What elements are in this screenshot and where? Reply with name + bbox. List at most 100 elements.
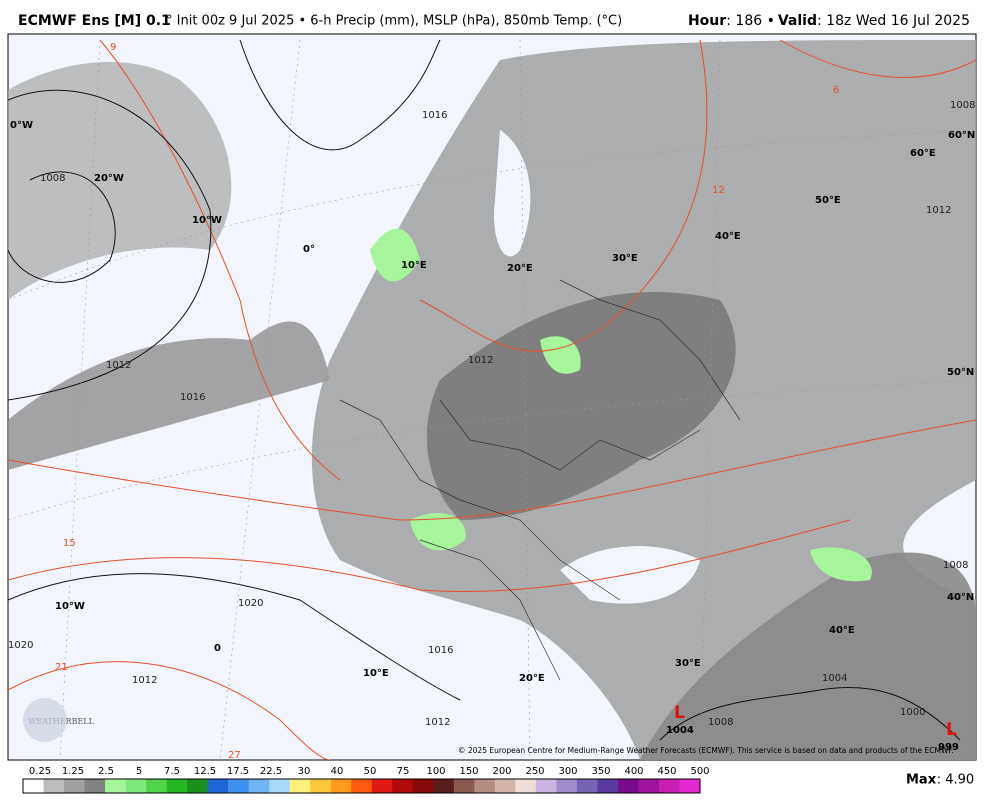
grid-label: 30°E — [675, 658, 701, 669]
valid-value: : 18z Wed 16 Jul 2025 — [817, 13, 970, 29]
colorbar-swatch — [474, 779, 496, 793]
isobar-label: 1020 — [8, 640, 33, 651]
isobar-label: 1012 — [425, 717, 450, 728]
isotherm-label: 12 — [712, 185, 725, 196]
colorbar-swatch — [535, 779, 557, 793]
borders — [339, 279, 741, 681]
sea — [494, 130, 531, 257]
max-label: Max — [906, 773, 937, 788]
colorbar-swatch — [248, 779, 270, 793]
grid-label: 20°W — [94, 173, 124, 184]
colorbar-label: 350 — [591, 766, 610, 777]
low-center: L — [946, 720, 957, 740]
logo-mark — [23, 698, 67, 742]
isobar-label: 1000 — [900, 707, 925, 718]
colorbar-swatch — [453, 779, 475, 793]
grid-label: 50°E — [815, 195, 841, 206]
grid-label: 0° — [303, 244, 315, 255]
colorbar-swatch — [371, 779, 393, 793]
grid-label: 10°W — [192, 215, 222, 226]
colorbar-label: 75 — [397, 766, 410, 777]
isotherm-label: 15 — [63, 538, 76, 549]
isobar-label: 1016 — [422, 110, 447, 121]
colorbar-swatch — [105, 779, 126, 793]
isobar-label: 1016 — [180, 392, 205, 403]
colorbar-label: 2.5 — [98, 766, 114, 777]
colorbar-swatch — [269, 779, 290, 793]
isotherm-label: 9 — [110, 42, 116, 53]
colorbar-label: 250 — [525, 766, 544, 777]
grid-label: 40°N — [947, 592, 974, 603]
isobar-label: 1012 — [132, 675, 157, 686]
colorbar-swatch — [351, 779, 373, 793]
land-dry — [90, 584, 280, 728]
isobar-label: 1012 — [468, 355, 493, 366]
colorbar-swatch — [310, 779, 332, 793]
colorbar-label: 500 — [690, 766, 709, 777]
precip-area — [8, 321, 330, 470]
colorbar-swatch — [556, 779, 578, 793]
colorbar-swatch — [433, 779, 455, 793]
colorbar-label: 0.25 — [29, 766, 51, 777]
colorbar-swatch — [658, 779, 680, 793]
precip-area — [426, 291, 736, 520]
colorbar-label: 22.5 — [260, 766, 282, 777]
subtitle: ° Init 00z 9 Jul 2025 • 6-h Precip (mm),… — [166, 14, 622, 29]
grid-label: 50°N — [947, 367, 974, 378]
isotherms — [8, 39, 976, 760]
colorbar-swatch — [576, 779, 598, 793]
colorbar-label: 30 — [298, 766, 311, 777]
colorbar-swatch — [23, 779, 44, 793]
isobar-label: 1012 — [926, 205, 951, 216]
colorbar-label: 5 — [136, 766, 142, 777]
hour-value: : 186 • — [726, 13, 775, 29]
grid-label: 60°N — [948, 130, 975, 141]
colorbar-label: 150 — [459, 766, 478, 777]
grid-label: 60°E — [910, 148, 936, 159]
isobar-label: 1008 — [40, 173, 65, 184]
colorbar-label: 50 — [364, 766, 377, 777]
colorbar-swatch — [597, 779, 619, 793]
colorbar-label: 100 — [426, 766, 445, 777]
grid-label: 20°E — [519, 673, 545, 684]
colorbar-swatch — [617, 779, 639, 793]
isobars — [8, 39, 961, 741]
colorbar-swatch — [494, 779, 516, 793]
grid-label: 30°E — [612, 253, 638, 264]
graticule — [8, 39, 976, 760]
colorbar-label: 450 — [657, 766, 676, 777]
isotherm-label: 27 — [228, 750, 241, 761]
colorbar-label: 1.25 — [62, 766, 84, 777]
colorbar-swatch — [392, 779, 414, 793]
colorbar-label: 400 — [624, 766, 643, 777]
colorbar-frame — [22, 778, 701, 794]
grid-label: 10°E — [401, 260, 427, 271]
isobar-label: 1004 — [822, 673, 847, 684]
grid-label: 0 — [214, 643, 221, 654]
colorbar-swatch — [64, 779, 85, 793]
low-pressure: 999 — [938, 742, 959, 753]
precip-area — [640, 552, 976, 760]
sea — [560, 546, 700, 604]
max-value: : 4.90 — [937, 773, 974, 788]
colorbar-swatch — [679, 779, 701, 793]
colorbar-swatch — [84, 779, 106, 793]
grid-label: 40°E — [715, 231, 741, 242]
grid-label: 20°E — [507, 263, 533, 274]
isotherm-label: 21 — [55, 662, 68, 673]
title: ECMWF Ens [M] 0.1 — [18, 13, 171, 29]
colorbar-label: 17.5 — [227, 766, 249, 777]
isobar-label: 1020 — [238, 598, 263, 609]
colorbar-label: 300 — [558, 766, 577, 777]
colorbar-swatch — [289, 779, 311, 793]
colorbar-swatch — [330, 779, 352, 793]
colorbar: 0.25 1.25 2.5 5 7.5 12.5 17.5 22.5 30 40 50 75 100 15… — [22, 766, 710, 794]
grid-label: 10°W — [55, 601, 85, 612]
map: 0°W 20°W 10°W 0° 10°E 20°E 30°E 40°E 50°E 60°E 60°… — [7, 33, 977, 761]
isobar-label: 1008 — [950, 100, 975, 111]
colorbar-swatch — [125, 779, 147, 793]
colorbar-label: 40 — [331, 766, 344, 777]
colorbar-label: 7.5 — [164, 766, 180, 777]
